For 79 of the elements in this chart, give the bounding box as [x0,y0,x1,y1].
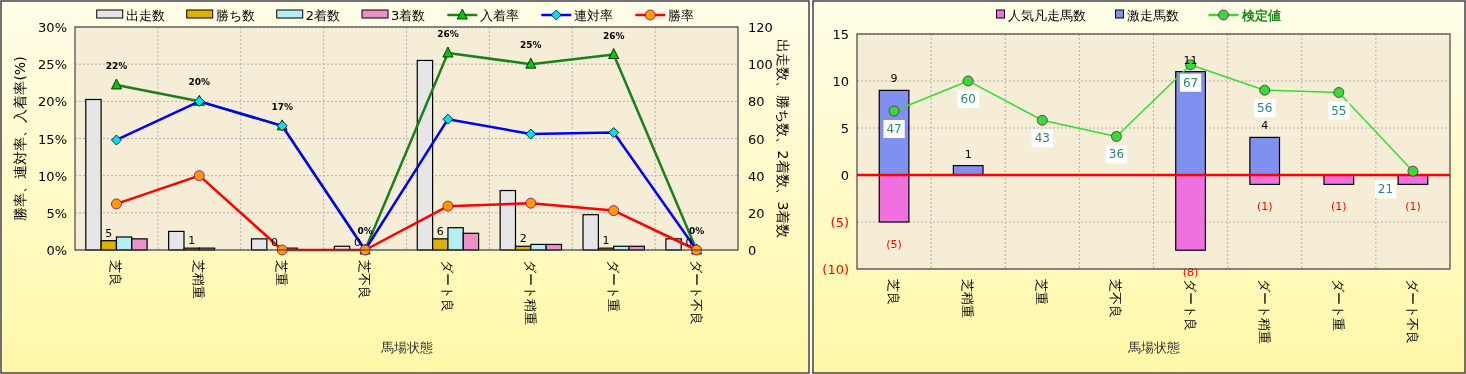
y-axis-title: 勝率、連対率、入着率(%) [12,56,28,221]
y-tick-label: 10 [832,74,849,89]
legend-label: 出走数 [125,8,165,23]
data-label: 36 [1108,147,1125,162]
x-tick-label: 芝不良 [1108,279,1124,318]
data-label: 4 [1261,119,1269,133]
data-label: 6 [436,224,444,238]
data-label: (8) [1182,266,1199,280]
x-tick-label: ダート不良 [1404,279,1420,344]
y-tick-label: 25% [38,57,67,73]
x-tick-label: 芝不良 [357,260,373,299]
x-tick-label: ダート重 [1330,279,1346,331]
x-tick-label: ダート良 [1182,279,1198,331]
x-axis-title: 馬場状態 [379,340,433,355]
data-label: (1) [1405,200,1421,214]
y2-tick-label: 120 [748,20,773,35]
y-tick-label: 15 [832,27,849,42]
x-tick-label: 芝良 [886,279,902,305]
y-tick-label: (10) [822,262,849,277]
legend-label: 連対率 [574,8,614,23]
y-tick-label: 30% [38,20,67,35]
x-tick-label: 芝良 [108,260,124,286]
data-label: 47 [886,122,902,137]
y2-tick-label: 100 [748,57,773,73]
legend-label: 3着数 [391,8,426,23]
data-label: 25% [520,40,542,51]
data-label: 43 [1034,131,1050,146]
data-label: 0 [685,236,693,249]
y-tick-label: 20% [38,94,67,110]
data-label: 0% [688,226,705,236]
y-tick-label: 5% [46,205,67,221]
x-tick-label: 芝重 [274,260,290,286]
x-tick-label: 芝重 [1034,279,1050,305]
data-label: 55 [1331,103,1347,118]
data-label: (1) [1256,200,1273,214]
legend-label: 勝ち数 [215,8,255,23]
data-label: 26% [602,30,625,41]
y2-tick-label: 80 [748,94,765,110]
data-label: 60 [960,91,976,106]
data-label: 1 [188,234,196,248]
legend-label: 人気凡走馬数 [1007,8,1086,23]
y-tick-label: 10% [38,168,67,184]
y-tick-label: 15% [38,131,67,147]
data-label: 21 [1377,182,1394,197]
y-tick-label: 0% [46,243,67,258]
y2-tick-label: 0 [748,243,757,258]
data-label: 56 [1257,101,1273,116]
data-label: 22% [105,60,128,71]
data-label: 20% [188,77,211,88]
y2-tick-label: 40 [748,168,765,184]
data-label: 1 [602,234,610,248]
y2-axis-title: 出走数、勝ち数、2着数、3着数 [775,38,791,239]
data-label: 5 [105,226,113,240]
y2-tick-label: 60 [748,131,765,147]
x-tick-label: ダート不良 [688,260,704,325]
x-tick-label: ダート稍重 [1256,279,1272,344]
data-label: 1 [964,147,972,161]
x-tick-label: ダート重 [605,260,621,312]
y2-tick-label: 20 [748,205,765,221]
y-tick-label: 0 [840,168,849,183]
x-axis-title: 馬場状態 [1126,340,1180,355]
data-label: 2 [519,232,527,246]
legend-label: 検定値 [1240,8,1281,23]
legend-label: 2着数 [305,8,340,23]
y-tick-label: (5) [830,215,849,230]
x-tick-label: ダート良 [439,260,455,312]
x-tick-label: 芝稍重 [191,260,207,299]
data-label: (1) [1331,200,1347,214]
data-label: 9 [890,72,898,86]
data-label: (5) [886,238,902,251]
data-label: 17% [271,101,293,112]
legend-label: 激走馬数 [1126,8,1179,23]
x-tick-label: 芝稍重 [960,279,976,318]
y-tick-label: 5 [840,121,849,136]
legend-label: 勝率 [668,8,695,23]
legend-label: 入着率 [480,8,520,23]
data-label: 26% [437,29,459,40]
data-label: 67 [1182,75,1199,90]
x-tick-label: ダート稍重 [522,260,538,325]
